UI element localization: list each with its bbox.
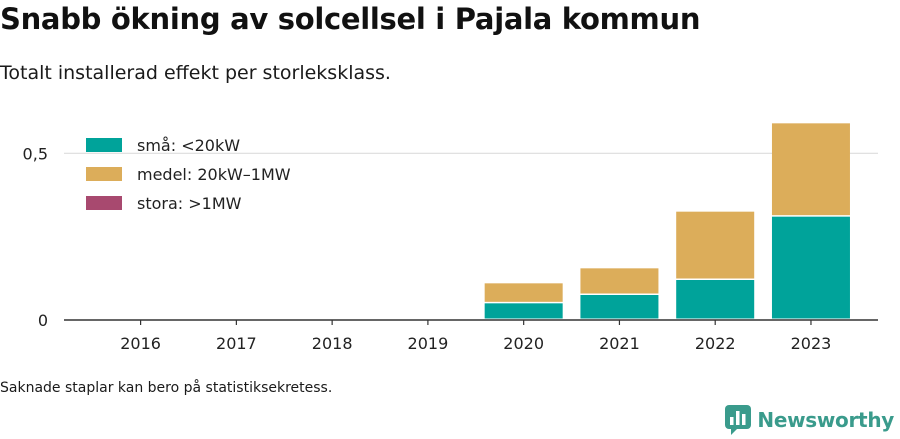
x-tick-label: 2021: [599, 334, 640, 353]
x-tick-label: 2023: [791, 334, 832, 353]
bar-segment: [771, 123, 850, 216]
axes: 0 0,5 2016 2017 2018 2019 2020 2021 2022 2023: [23, 144, 878, 353]
legend-swatch: [86, 138, 122, 152]
bar-segment: [484, 283, 563, 302]
bar-segment: [676, 211, 755, 279]
bar-segment: [580, 268, 659, 294]
stacked-bar-chart: 0 0,5 2016 2017 2018 2019 2020 2021 2022 2023 små…: [23, 123, 878, 353]
legend-label: stora: >1MW: [137, 194, 242, 213]
newsworthy-logo: Newsworthy: [725, 405, 894, 435]
legend-swatch: [86, 196, 122, 210]
legend-label: medel: 20kW–1MW: [137, 165, 291, 184]
legend-swatch: [86, 167, 122, 181]
bar-segment: [676, 280, 755, 319]
chart-title: Snabb ökning av solcellsel i Pajala komm…: [0, 2, 701, 36]
x-tick-label: 2020: [503, 334, 544, 353]
x-tick-label: 2016: [120, 334, 161, 353]
bars: [484, 123, 850, 319]
chart-subtitle: Totalt installerad effekt per storlekskl…: [0, 62, 391, 84]
x-tick-label: 2017: [216, 334, 257, 353]
bar-segment: [771, 216, 850, 319]
x-tick-label: 2022: [695, 334, 736, 353]
legend-label: små: <20kW: [137, 136, 240, 155]
bar-segment: [580, 295, 659, 319]
bar-segment: [484, 303, 563, 319]
y-tick-label: 0,5: [23, 144, 48, 163]
brand-name: Newsworthy: [757, 408, 894, 432]
bar-chart-speech-bubble-icon: [725, 405, 752, 435]
legend: små: <20kW medel: 20kW–1MW stora: >1MW: [86, 136, 291, 213]
x-tick-label: 2019: [408, 334, 449, 353]
footnote: Saknade staplar kan bero på statistiksek…: [0, 380, 333, 396]
y-tick-label: 0: [38, 311, 48, 330]
x-tick-label: 2018: [312, 334, 353, 353]
